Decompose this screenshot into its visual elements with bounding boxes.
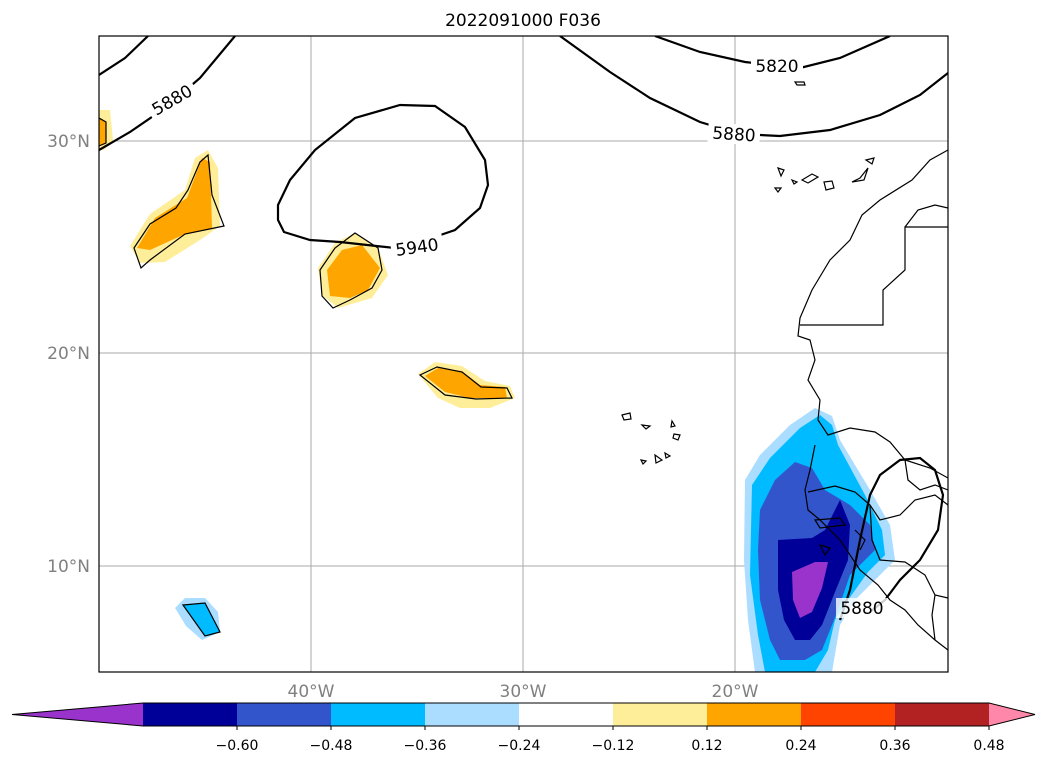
colorbar-segment — [895, 703, 990, 726]
contour-label-5820: 5820 — [755, 57, 798, 77]
colorbar-segment — [331, 703, 426, 726]
colorbar-tick-label: −0.36 — [404, 738, 447, 754]
colorbar-tick-label: −0.60 — [216, 738, 259, 754]
lat-labels: 30°N 20°N 10°N — [47, 132, 90, 577]
colorbar-extend-low — [12, 703, 143, 726]
colorbar-segment — [801, 703, 896, 726]
contour-label-5940: 5940 — [394, 235, 440, 261]
negative-anomaly-patches — [175, 408, 895, 672]
lat-label-10n: 10°N — [47, 557, 90, 577]
contour-label-5880-se: 5880 — [840, 599, 883, 619]
lon-labels: 40°W 30°W 20°W — [288, 682, 759, 702]
colorbar-tick-label: 0.48 — [973, 738, 1004, 754]
lat-label-30n: 30°N — [47, 132, 90, 152]
lon-label-20w: 20°W — [712, 682, 759, 702]
colorbar-tick-label: 0.12 — [691, 738, 722, 754]
lon-label-40w: 40°W — [288, 682, 335, 702]
colorbar-tick-label: 0.24 — [785, 738, 816, 754]
colorbar-segment — [237, 703, 332, 726]
colorbar-extend-high — [989, 703, 1035, 726]
colorbar-segment — [519, 703, 614, 726]
lat-label-20n: 20°N — [47, 344, 90, 364]
positive-anomaly-patches — [99, 110, 515, 408]
colorbar-tick-label: −0.12 — [592, 738, 635, 754]
plot-area: 5880 5820 5880 5940 5880 — [99, 36, 948, 672]
colorbar-segment — [143, 703, 238, 726]
map-frame — [98, 35, 949, 673]
colorbar-segment — [707, 703, 802, 726]
islands — [99, 81, 875, 637]
colorbar-tick-label: −0.48 — [310, 738, 353, 754]
colorbar: −0.60 −0.48 −0.36 −0.24 −0.12 0.12 0.24 0.36 0.4… — [11, 702, 1036, 754]
contour-label-5880-nw: 5880 — [149, 81, 196, 120]
colorbar-tick-label: −0.24 — [498, 738, 541, 754]
map-title: 2022091000 F036 — [445, 11, 601, 31]
contour-label-5880-ne: 5880 — [712, 124, 757, 147]
colorbar-outline — [11, 702, 1036, 727]
colorbar-segment — [613, 703, 708, 726]
colorbar-tick-label: 0.36 — [879, 738, 910, 754]
colorbar-segment — [425, 703, 520, 726]
lon-label-30w: 30°W — [500, 682, 547, 702]
